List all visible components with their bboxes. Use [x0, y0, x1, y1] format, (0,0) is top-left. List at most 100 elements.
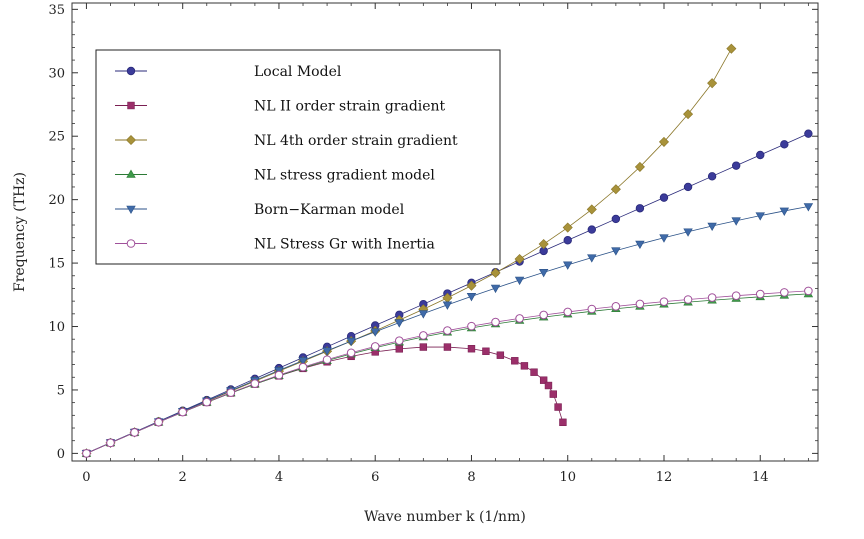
data-point — [659, 297, 669, 306]
series-layer — [81, 43, 814, 459]
data-point — [370, 342, 380, 351]
series-line — [86, 293, 809, 454]
legend-item: Local Model — [115, 64, 342, 80]
legend-marker — [126, 239, 136, 248]
legend-marker — [125, 134, 137, 146]
data-point — [250, 379, 260, 388]
legend-label: NL 4th order strain gradient — [254, 133, 458, 149]
data-point — [559, 418, 567, 427]
legend-item: NL Stress Gr with Inertia — [115, 237, 435, 253]
y-tick-label: 0 — [57, 447, 65, 462]
data-point — [659, 234, 669, 243]
data-point — [298, 362, 308, 372]
legend-marker — [126, 169, 136, 178]
data-point — [226, 388, 236, 397]
x-tick-label: 8 — [467, 470, 475, 485]
data-point — [780, 140, 789, 149]
data-point — [467, 321, 476, 331]
data-point — [322, 347, 332, 356]
data-point — [491, 317, 500, 327]
data-point — [587, 254, 597, 263]
y-axis-title: Frequency (THz) — [12, 172, 28, 292]
data-point — [511, 357, 519, 365]
y-tick-label: 10 — [48, 320, 65, 335]
data-point — [514, 276, 525, 286]
legend-item: NL 4th order strain gradient — [115, 133, 458, 149]
data-point — [419, 343, 428, 351]
x-axis: 0 2 4 6 8 10 12 14 — [82, 3, 809, 485]
data-point — [482, 347, 490, 355]
data-point — [586, 204, 597, 215]
data-point — [707, 78, 718, 89]
data-point — [707, 222, 717, 232]
data-point — [496, 351, 505, 359]
data-point — [587, 304, 597, 314]
data-point — [298, 357, 308, 366]
data-point — [395, 345, 403, 353]
x-axis-title: Wave number k (1/nm) — [364, 509, 526, 525]
data-point — [394, 336, 404, 346]
data-point — [563, 261, 573, 270]
data-point — [611, 214, 621, 224]
data-point — [562, 222, 573, 233]
data-point — [520, 362, 529, 370]
plot-frame — [71, 2, 819, 462]
data-point — [635, 299, 645, 309]
data-point — [731, 161, 741, 170]
data-point — [394, 319, 404, 328]
data-point — [804, 286, 813, 296]
data-point — [635, 204, 645, 213]
data-point — [466, 293, 477, 302]
data-point — [274, 370, 284, 380]
data-point — [683, 295, 693, 304]
data-point — [707, 293, 717, 302]
y-tick-label: 30 — [48, 66, 65, 81]
data-point — [514, 253, 525, 265]
legend-label: Local Model — [254, 64, 342, 80]
data-point — [587, 225, 596, 234]
data-point — [515, 314, 524, 323]
data-point — [82, 449, 91, 458]
data-point — [544, 381, 553, 390]
y-tick-label: 15 — [48, 257, 65, 272]
data-point — [539, 376, 548, 384]
legend-label: NL stress gradient model — [254, 168, 435, 184]
legend-item: NL stress gradient model — [115, 168, 435, 184]
legend-label: NL II order strain gradient — [254, 99, 446, 115]
y-tick-label: 20 — [48, 193, 65, 208]
data-point — [442, 301, 453, 310]
data-point — [554, 403, 562, 411]
data-point — [683, 109, 694, 120]
series-3 — [81, 288, 814, 457]
data-point — [106, 438, 115, 448]
x-tick-label: 2 — [179, 470, 187, 485]
data-point — [611, 247, 621, 256]
data-point — [683, 182, 693, 192]
legend: Local Model NL II order strain gradient NL… — [95, 49, 501, 265]
legend-label: NL Stress Gr with Inertia — [254, 237, 435, 253]
data-point — [755, 289, 765, 299]
legend-box — [95, 49, 501, 265]
data-point — [538, 269, 549, 278]
data-point — [443, 326, 452, 335]
data-point — [467, 345, 476, 353]
data-point — [683, 228, 693, 237]
y-axis: 0 5 10 15 20 25 30 35 — [48, 3, 818, 462]
data-point — [658, 136, 670, 147]
x-tick-label: 10 — [559, 470, 576, 485]
data-point — [130, 428, 139, 437]
data-point — [756, 150, 765, 160]
data-point — [780, 288, 789, 297]
x-tick-label: 0 — [82, 470, 90, 485]
legend-marker — [126, 205, 136, 215]
data-point — [443, 343, 452, 351]
data-point — [202, 397, 212, 407]
data-point — [490, 267, 501, 278]
y-tick-label: 35 — [48, 3, 65, 18]
data-point — [731, 291, 741, 300]
data-point — [538, 239, 549, 250]
data-point — [755, 212, 765, 221]
data-point — [418, 310, 429, 319]
data-point — [634, 161, 645, 172]
x-tick-label: 4 — [275, 470, 283, 485]
